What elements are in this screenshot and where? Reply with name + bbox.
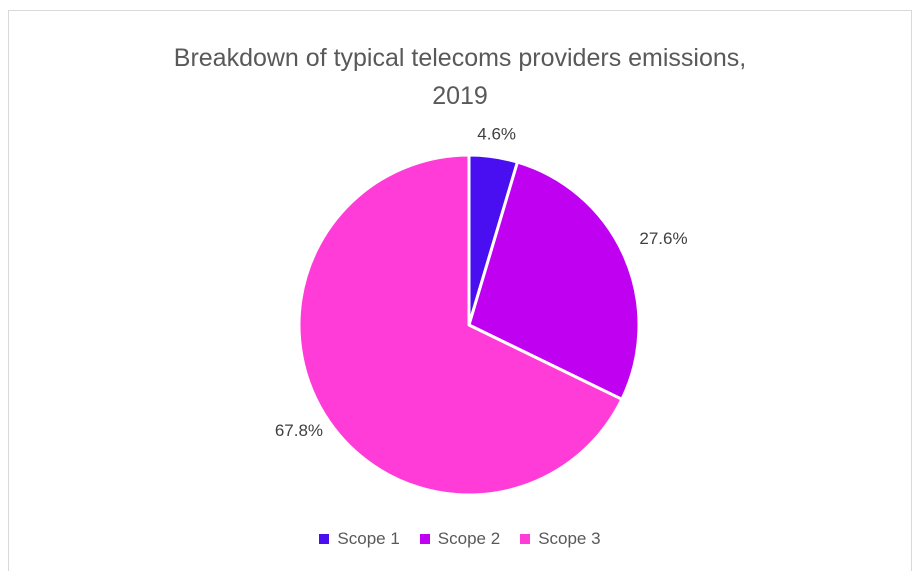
data-label-scope-3: 67.8% — [275, 421, 323, 440]
legend-swatch-scope-3 — [520, 534, 531, 544]
legend-label-scope-1: Scope 1 — [337, 529, 400, 548]
legend-item-scope-2[interactable]: Scope 2 — [419, 529, 501, 549]
legend-label-scope-3: Scope 3 — [538, 529, 601, 548]
pie-slices — [297, 153, 641, 497]
legend-label-scope-2: Scope 2 — [437, 529, 501, 548]
chart-title-line-2: 2019 — [432, 82, 488, 110]
pie-chart: 4.6% 27.6% 67.8% — [275, 124, 688, 497]
chart-legend: Scope 1 Scope 2 Scope 3 — [9, 529, 911, 549]
pie-data-labels: 4.6% 27.6% 67.8% — [275, 124, 688, 440]
legend-swatch-scope-1 — [319, 534, 330, 544]
chart-frame: Breakdown of typical telecoms providers … — [8, 10, 912, 571]
legend-item-scope-3[interactable]: Scope 3 — [520, 529, 601, 549]
legend-swatch-scope-2 — [419, 534, 430, 544]
legend-item-scope-1[interactable]: Scope 1 — [319, 529, 400, 549]
pie-slice-scope-3[interactable] — [297, 153, 624, 497]
chart-title: Breakdown of typical telecoms providers … — [9, 39, 911, 115]
pie-slice-scope-2[interactable] — [467, 160, 641, 401]
chart-title-line-1: Breakdown of typical telecoms providers … — [173, 44, 747, 72]
data-label-scope-1: 4.6% — [477, 124, 516, 143]
data-label-scope-2: 27.6% — [639, 229, 687, 248]
